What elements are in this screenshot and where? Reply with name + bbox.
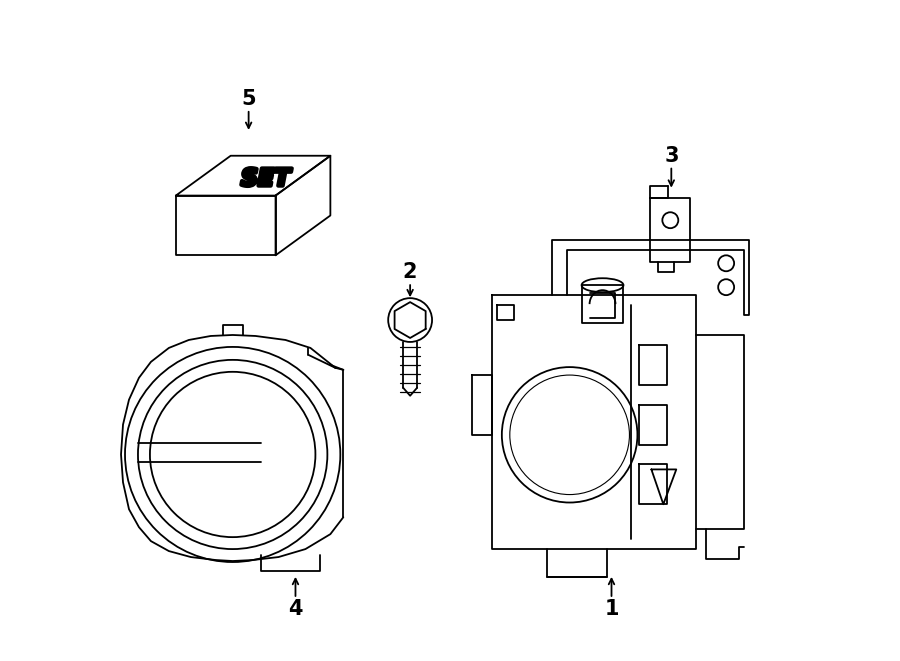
Text: 3: 3 xyxy=(664,145,679,166)
Text: SET: SET xyxy=(239,167,292,190)
Text: 2: 2 xyxy=(403,262,418,282)
Text: SET: SET xyxy=(241,167,290,190)
Text: 5: 5 xyxy=(241,89,256,109)
Text: 1: 1 xyxy=(604,599,619,619)
Text: SET: SET xyxy=(241,167,290,190)
Text: 4: 4 xyxy=(288,599,302,619)
